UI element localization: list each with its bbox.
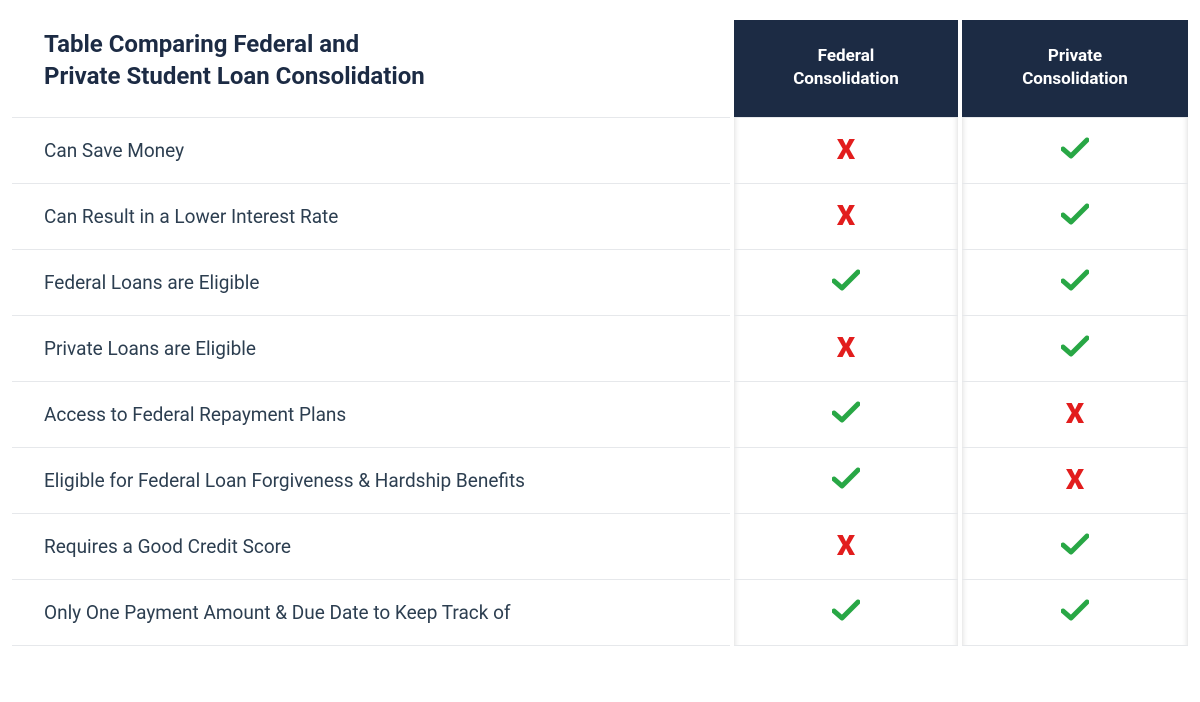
table-title-line1: Table Comparing Federal and (44, 30, 359, 58)
cross-icon: X (1066, 466, 1084, 494)
table-row: Eligible for Federal Loan Forgiveness & … (12, 447, 1188, 513)
comparison-table: Table Comparing Federal and Private Stud… (12, 20, 1188, 646)
table-row: Private Loans are Eligible X (12, 315, 1188, 381)
value-cell (960, 117, 1188, 183)
cross-icon: X (837, 532, 855, 560)
feature-cell: Only One Payment Amount & Due Date to Ke… (12, 579, 732, 645)
comparison-table-wrap: Table Comparing Federal and Private Stud… (0, 0, 1200, 646)
value-cell (960, 579, 1188, 645)
value-cell (960, 183, 1188, 249)
feature-cell: Private Loans are Eligible (12, 315, 732, 381)
check-icon (1061, 136, 1089, 165)
feature-cell: Access to Federal Repayment Plans (12, 381, 732, 447)
check-icon (1061, 334, 1089, 363)
value-cell (732, 447, 960, 513)
table-row: Only One Payment Amount & Due Date to Ke… (12, 579, 1188, 645)
check-icon (832, 268, 860, 297)
value-cell: X (732, 117, 960, 183)
table-body: Can Save MoneyXCan Result in a Lower Int… (12, 117, 1188, 645)
feature-cell: Can Result in a Lower Interest Rate (12, 183, 732, 249)
cross-icon: X (837, 202, 855, 230)
value-cell: X (960, 447, 1188, 513)
value-cell (732, 579, 960, 645)
check-icon (1061, 268, 1089, 297)
value-cell (960, 315, 1188, 381)
feature-cell: Requires a Good Credit Score (12, 513, 732, 579)
table-row: Can Result in a Lower Interest Rate X (12, 183, 1188, 249)
table-row: Federal Loans are Eligible (12, 249, 1188, 315)
check-icon (832, 598, 860, 627)
check-icon (1061, 202, 1089, 231)
value-cell (960, 249, 1188, 315)
cross-icon: X (1066, 400, 1084, 428)
column-header-federal: Federal Consolidation (732, 20, 960, 117)
cross-icon: X (837, 334, 855, 362)
table-row: Requires a Good Credit Score X (12, 513, 1188, 579)
value-cell (732, 249, 960, 315)
table-row: Access to Federal Repayment Plans X (12, 381, 1188, 447)
value-cell: X (732, 315, 960, 381)
check-icon (832, 400, 860, 429)
cross-icon: X (837, 136, 855, 164)
check-icon (1061, 598, 1089, 627)
value-cell: X (732, 513, 960, 579)
feature-cell: Eligible for Federal Loan Forgiveness & … (12, 447, 732, 513)
feature-cell: Can Save Money (12, 117, 732, 183)
check-icon (832, 466, 860, 495)
feature-cell: Federal Loans are Eligible (12, 249, 732, 315)
table-title-line2: Private Student Loan Consolidation (44, 62, 425, 90)
value-cell: X (732, 183, 960, 249)
table-title: Table Comparing Federal and Private Stud… (12, 20, 732, 117)
value-cell (960, 513, 1188, 579)
check-icon (1061, 532, 1089, 561)
value-cell: X (960, 381, 1188, 447)
value-cell (732, 381, 960, 447)
table-row: Can Save Money X (12, 117, 1188, 183)
column-header-private: Private Consolidation (960, 20, 1188, 117)
